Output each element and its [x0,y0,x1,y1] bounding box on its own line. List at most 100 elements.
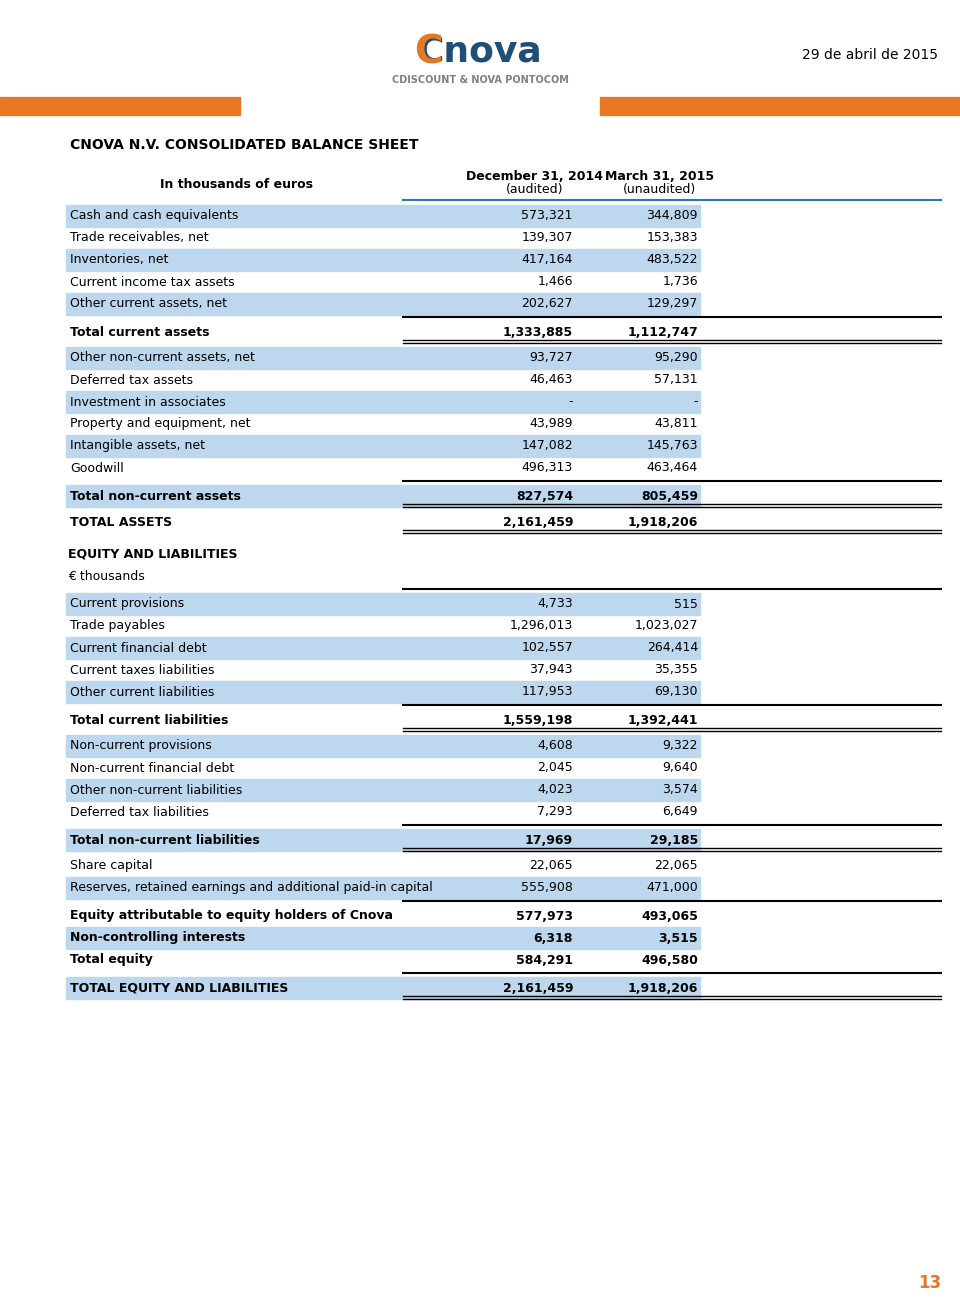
Text: 9,322: 9,322 [662,739,698,752]
Text: 139,307: 139,307 [521,232,573,245]
Text: 6,318: 6,318 [534,931,573,944]
Text: 22,065: 22,065 [655,859,698,872]
Text: In thousands of euros: In thousands of euros [160,178,313,191]
Text: 1,112,747: 1,112,747 [627,326,698,339]
Text: 471,000: 471,000 [646,882,698,895]
Text: -: - [693,395,698,408]
Text: 57,131: 57,131 [655,374,698,386]
Bar [600,97,960,115]
Bar [66,249,700,271]
Text: 1,392,441: 1,392,441 [628,713,698,726]
Text: 95,290: 95,290 [655,352,698,365]
Text: 1,023,027: 1,023,027 [635,620,698,633]
Text: 1,918,206: 1,918,206 [628,981,698,994]
Text: € thousands: € thousands [68,569,145,582]
Text: 43,989: 43,989 [530,417,573,430]
Text: 7,293: 7,293 [538,806,573,819]
Bar [66,347,700,369]
Text: Total non-current assets: Total non-current assets [70,489,241,502]
Text: Cnova: Cnova [418,35,542,69]
Text: (audited): (audited) [506,183,564,196]
Text: 463,464: 463,464 [647,462,698,475]
Text: 3,515: 3,515 [659,931,698,944]
Bar [66,780,700,800]
Bar [66,637,700,659]
Text: 1,296,013: 1,296,013 [510,620,573,633]
Text: 9,640: 9,640 [662,761,698,774]
Text: 577,973: 577,973 [516,909,573,922]
Text: December 31, 2014: December 31, 2014 [467,170,604,183]
Text: 4,733: 4,733 [538,598,573,611]
Text: Deferred tax assets: Deferred tax assets [70,374,193,386]
Text: Current income tax assets: Current income tax assets [70,276,234,289]
Bar [66,977,700,999]
Text: 22,065: 22,065 [529,859,573,872]
Text: Reserves, retained earnings and additional paid-in capital: Reserves, retained earnings and addition… [70,882,433,895]
Text: 1,559,198: 1,559,198 [503,713,573,726]
Text: 805,459: 805,459 [641,489,698,502]
Text: 145,763: 145,763 [646,439,698,453]
Text: 29 de abril de 2015: 29 de abril de 2015 [802,48,938,61]
Bar [66,485,700,508]
Bar [66,927,700,950]
Text: 496,580: 496,580 [641,954,698,967]
Text: 555,908: 555,908 [521,882,573,895]
Text: 493,065: 493,065 [641,909,698,922]
Text: Other non-current assets, net: Other non-current assets, net [70,352,254,365]
Text: 2,045: 2,045 [538,761,573,774]
Text: Share capital: Share capital [70,859,153,872]
Text: Other current liabilities: Other current liabilities [70,685,214,698]
Text: 3,574: 3,574 [662,783,698,797]
Text: Deferred tax liabilities: Deferred tax liabilities [70,806,209,819]
Text: 344,809: 344,809 [646,209,698,222]
Bar [66,293,700,315]
Text: Cash and cash equivalents: Cash and cash equivalents [70,209,238,222]
Text: Other non-current liabilities: Other non-current liabilities [70,783,242,797]
Bar [66,593,700,615]
Bar [66,681,700,702]
Text: Intangible assets, net: Intangible assets, net [70,439,205,453]
Text: 1,736: 1,736 [662,276,698,289]
Text: Total current assets: Total current assets [70,326,209,339]
Bar [66,829,700,852]
Text: Goodwill: Goodwill [70,462,124,475]
Text: CDISCOUNT & NOVA PONTOCOM: CDISCOUNT & NOVA PONTOCOM [392,75,568,85]
Text: 264,414: 264,414 [647,641,698,654]
Text: 1,918,206: 1,918,206 [628,515,698,528]
Text: Total current liabilities: Total current liabilities [70,713,228,726]
Text: 37,943: 37,943 [530,663,573,676]
Text: Trade payables: Trade payables [70,620,165,633]
Text: TOTAL ASSETS: TOTAL ASSETS [70,515,172,528]
Text: 584,291: 584,291 [516,954,573,967]
Text: Total equity: Total equity [70,954,153,967]
Text: 153,383: 153,383 [646,232,698,245]
Text: CNOVA N.V. CONSOLIDATED BALANCE SHEET: CNOVA N.V. CONSOLIDATED BALANCE SHEET [70,139,419,152]
Text: Property and equipment, net: Property and equipment, net [70,417,251,430]
Text: 93,727: 93,727 [529,352,573,365]
Text: Other current assets, net: Other current assets, net [70,297,227,310]
Bar [66,735,700,757]
Text: Non-current financial debt: Non-current financial debt [70,761,234,774]
Text: Trade receivables, net: Trade receivables, net [70,232,208,245]
Text: 69,130: 69,130 [655,685,698,698]
Text: Non-current provisions: Non-current provisions [70,739,212,752]
Text: 102,557: 102,557 [521,641,573,654]
Bar [66,391,700,413]
Text: (unaudited): (unaudited) [623,183,697,196]
Text: Equity attributable to equity holders of Cnova: Equity attributable to equity holders of… [70,909,393,922]
Text: 496,313: 496,313 [521,462,573,475]
Text: 129,297: 129,297 [647,297,698,310]
Text: 147,082: 147,082 [521,439,573,453]
Text: Non-controlling interests: Non-controlling interests [70,931,245,944]
Text: 35,355: 35,355 [655,663,698,676]
Text: 827,574: 827,574 [516,489,573,502]
Text: Current financial debt: Current financial debt [70,641,206,654]
Text: C: C [414,33,443,71]
Text: March 31, 2015: March 31, 2015 [606,170,714,183]
Text: 43,811: 43,811 [655,417,698,430]
Text: Investment in associates: Investment in associates [70,395,226,408]
Text: Current provisions: Current provisions [70,598,184,611]
Text: Inventories, net: Inventories, net [70,254,168,267]
Text: -: - [568,395,573,408]
Text: Current taxes liabilities: Current taxes liabilities [70,663,214,676]
